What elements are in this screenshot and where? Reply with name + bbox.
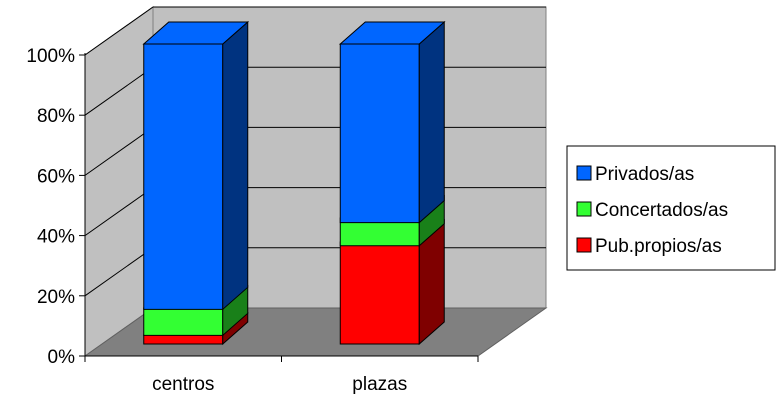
gridline-side: [84, 66, 154, 116]
bar-group-plazas: [338, 20, 446, 346]
y-tick-label: 20%: [37, 287, 75, 308]
y-tick-label: 0%: [48, 347, 76, 368]
bar-side-centros-Privados/as: [222, 20, 249, 311]
legend-swatch: [576, 165, 592, 181]
bar-segment-centros-Concertados/as: [143, 307, 224, 336]
bar-group-centros: [142, 20, 250, 346]
gridline-side: [84, 6, 154, 56]
legend-label: Concertados/as: [595, 200, 728, 221]
y-tick-label: 60%: [37, 166, 75, 187]
legend-box: [566, 145, 776, 271]
x-tick-label: plazas: [352, 374, 407, 395]
gridline-side: [84, 126, 154, 176]
legend-label: Privados/as: [595, 164, 694, 185]
gridline-side: [84, 187, 154, 237]
y-axis-tick-labels: 0% 20% 40% 60% 80% 100%: [26, 46, 75, 368]
bar-top-plazas: [338, 21, 446, 45]
gridline-side: [84, 247, 154, 297]
y-tick-label: 80%: [37, 106, 75, 127]
bars: [142, 20, 446, 346]
bar-segment-plazas-Pub.propios/as: [339, 241, 420, 345]
y-tick-label: 40%: [37, 227, 75, 248]
bar-segment-centros-Privados/as: [143, 43, 224, 310]
legend-swatch: [576, 201, 592, 217]
bar-segment-centros-Pub.propios/as: [143, 334, 224, 345]
y-tick-label: 100%: [26, 46, 75, 67]
side-wall: [84, 6, 154, 357]
bar-top-centros: [142, 21, 250, 45]
bar-side-plazas-Privados/as: [418, 20, 445, 224]
legend: Privados/as Concertados/as Pub.propios/as: [566, 145, 776, 271]
legend-swatch: [576, 237, 592, 253]
x-tick-label: centros: [152, 374, 214, 395]
axes: [79, 53, 479, 362]
bar-segment-plazas-Privados/as: [339, 43, 420, 224]
legend-label: Pub.propios/as: [595, 236, 722, 257]
x-axis-tick-labels: centros plazas: [152, 374, 407, 395]
